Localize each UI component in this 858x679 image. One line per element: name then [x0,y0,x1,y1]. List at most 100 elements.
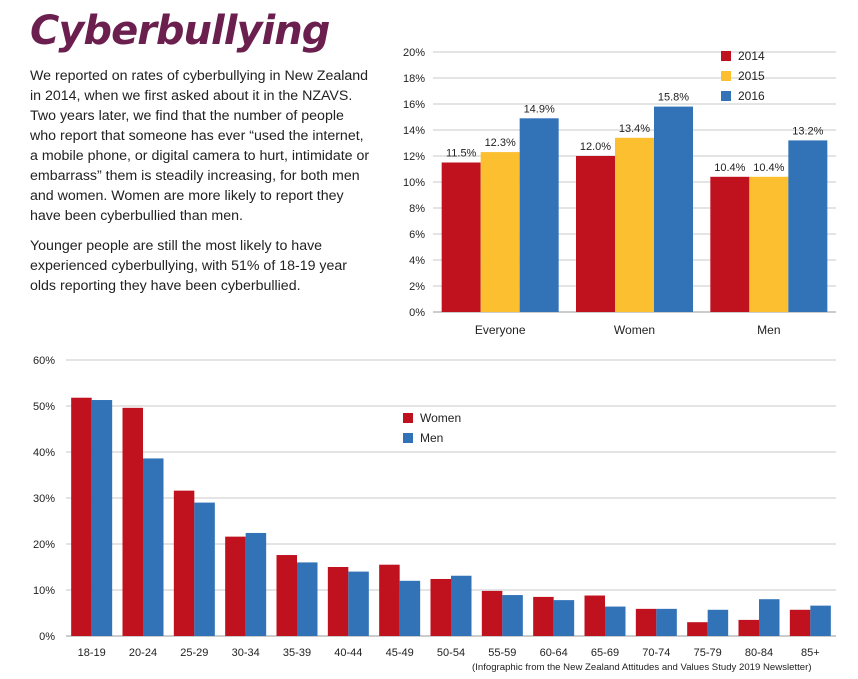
top-chart-y-tick-label: 18% [403,73,425,85]
top-chart-legend-swatch [721,51,731,61]
age-chart-bar [481,590,503,636]
age-chart-bar [71,397,92,636]
top-chart-y-tick-label: 4% [409,255,425,267]
top-chart-legend-swatch [721,71,731,81]
age-chart-bar [605,606,626,636]
top-chart-legend-label: 2015 [738,69,765,83]
source-footnote: (Infographic from the New Zealand Attitu… [472,662,812,673]
age-chart-y-tick-label: 10% [33,585,55,597]
top-chart-y-tick-label: 10% [403,177,425,189]
intro-paragraph-1: We reported on rates of cyberbullying in… [30,68,370,224]
age-chart-bar [656,608,677,636]
top-chart-y-tick-label: 12% [403,151,425,163]
age-chart-bar [122,407,143,636]
top-chart-bar [749,176,789,312]
age-chart-bar [789,609,811,636]
top-chart-data-label: 12.3% [485,137,516,149]
top-chart-data-label: 13.4% [619,123,650,135]
top-chart-legend-swatch [721,91,731,101]
age-chart-bar [707,609,729,636]
age-chart-legend-swatch [403,433,413,443]
age-chart-bar [810,605,831,636]
age-chart-x-tick-label: 25-29 [180,647,208,659]
top-chart-x-tick-label: Everyone [475,323,526,337]
top-chart-data-label: 15.8% [658,92,689,104]
age-chart-x-tick-label: 85+ [801,647,820,659]
age-chart-legend-swatch [403,413,413,423]
age-chart-bar [635,608,657,636]
age-chart-x-tick-label: 70-74 [642,647,670,659]
age-chart-bar [348,571,369,636]
age-chart-bar [194,502,215,636]
top-chart-y-tick-label: 16% [403,99,425,111]
age-chart-x-tick-label: 45-49 [386,647,414,659]
age-chart-y-tick-label: 0% [39,631,55,643]
top-chart-y-tick-label: 14% [403,125,425,137]
age-chart-y-tick-label: 50% [33,401,55,413]
top-chart-bar [576,156,615,312]
top-chart-y-tick-label: 20% [403,47,425,59]
age-chart-x-tick-label: 40-44 [334,647,362,659]
age-chart-legend-label: Men [420,431,443,445]
top-chart-data-label: 11.5% [446,148,477,160]
top-chart-bar [441,162,481,312]
age-chart-bar [245,532,267,636]
age-chart-x-tick-label: 75-79 [694,647,722,659]
top-chart-data-label: 10.4% [714,162,745,174]
age-chart-bar [399,580,421,636]
top-chart-bar [788,140,828,312]
age-chart-bar [225,536,246,636]
top-chart-x-tick-label: Men [757,323,780,337]
age-chart-y-tick-label: 60% [33,355,55,367]
age-chart-y-tick-label: 20% [33,539,55,551]
top-chart-bar [654,106,693,312]
age-chart-bar [553,600,575,636]
top-chart-bar [480,152,520,312]
age-chart-bar [451,575,472,636]
age-chart-bar [502,595,523,636]
intro-text: We reported on rates of cyberbullying in… [30,66,370,306]
age-chart-x-tick-label: 18-19 [78,647,106,659]
age-chart-bar [276,555,297,636]
age-chart-x-tick-label: 65-69 [591,647,619,659]
intro-paragraph-2: Younger people are still the most likely… [30,238,348,294]
age-chart-bar [584,595,605,636]
top-chart-y-tick-label: 2% [409,281,425,293]
top-chart-data-label: 12.0% [580,141,611,153]
top-chart-y-tick-label: 8% [409,203,425,215]
age-chart-x-tick-label: 20-24 [129,647,157,659]
age-chart-x-tick-label: 50-54 [437,647,465,659]
age-chart-bar [738,619,759,636]
age-chart-y-tick-label: 30% [33,493,55,505]
age-chart-bar [533,596,554,636]
age-chart-x-tick-label: 35-39 [283,647,311,659]
age-chart-legend-label: Women [420,411,461,425]
page-title: Cyberbullying [30,8,330,54]
age-chart-x-tick-label: 55-59 [488,647,516,659]
top-chart-legend-label: 2016 [738,89,765,103]
age-chart-x-tick-label: 60-64 [540,647,568,659]
top-chart-x-tick-label: Women [614,323,655,337]
top-chart-bar [615,137,654,312]
age-chart-x-tick-label: 30-34 [232,647,260,659]
age-chart-bar [687,622,708,636]
age-chart-bar [91,400,113,636]
age-chart-bar [173,490,195,636]
age-chart-y-tick-label: 40% [33,447,55,459]
top-chart-legend-label: 2014 [738,49,765,63]
age-chart-x-tick-label: 80-84 [745,647,773,659]
age-chart-bar [759,599,780,636]
top-chart-y-tick-label: 6% [409,229,425,241]
age-chart-bar [430,578,451,636]
age-chart-bar [379,564,400,636]
top-chart-data-label: 14.9% [524,103,555,115]
top-chart-data-label: 13.2% [792,125,823,137]
top-chart-y-tick-label: 0% [409,307,425,319]
top-chart-bar [519,118,559,312]
age-chart-bar [297,562,318,636]
age-chart-bar [143,458,164,636]
top-chart-data-label: 10.4% [753,162,784,174]
top-chart-bar [710,176,750,312]
age-chart-bar [327,567,349,636]
